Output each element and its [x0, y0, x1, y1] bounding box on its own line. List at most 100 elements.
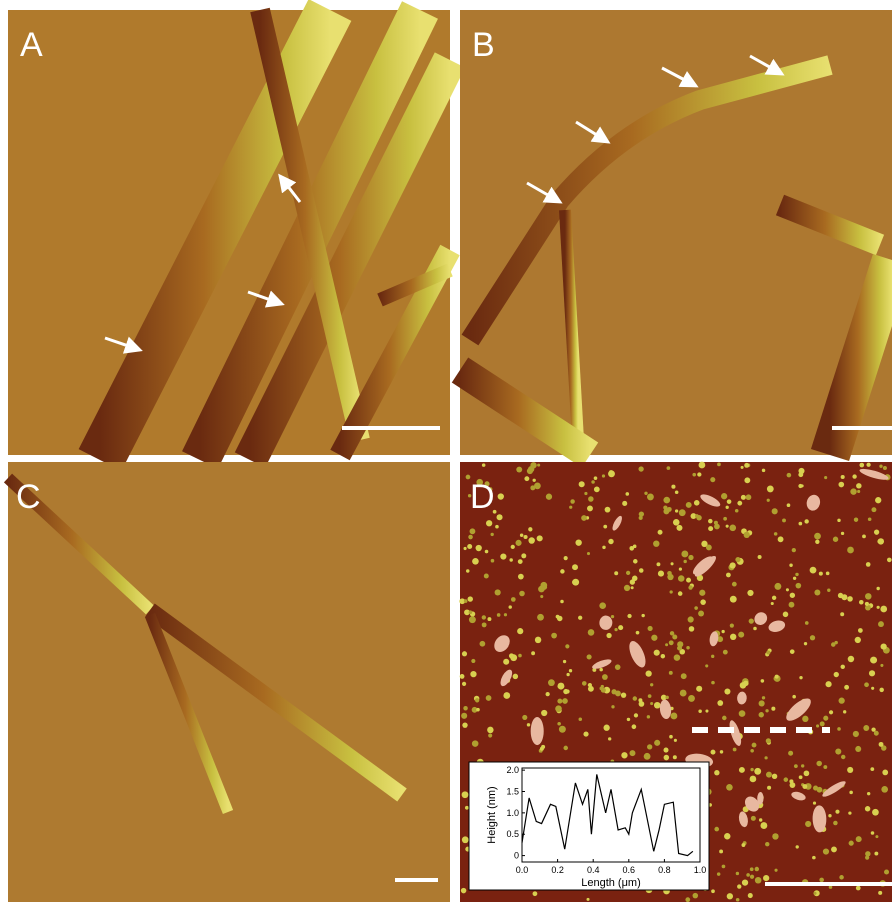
texture-dot [621, 692, 626, 697]
texture-dot [882, 770, 888, 776]
texture-dot [802, 784, 807, 789]
texture-dot [639, 568, 644, 573]
texture-dot [878, 891, 882, 895]
texture-dot [665, 696, 668, 699]
texture-dot [469, 616, 476, 623]
texture-dot [663, 748, 668, 753]
texture-dot [467, 544, 472, 549]
texture-dot [504, 613, 507, 616]
texture-dot [815, 540, 819, 544]
texture-dot [588, 683, 592, 687]
texture-dot [650, 702, 653, 705]
texture-dot [519, 591, 525, 597]
texture-dot [750, 749, 754, 753]
texture-dot [750, 867, 754, 871]
texture-dot [523, 535, 527, 539]
texture-dot [804, 770, 810, 776]
texture-dot [730, 562, 736, 568]
texture-dot [594, 486, 600, 492]
texture-dot [487, 617, 491, 621]
x-tick-label: 0.0 [516, 865, 529, 875]
texture-dot [603, 725, 609, 731]
page: {"panels": [{"label": "A"}, {"label": "B… [0, 0, 892, 902]
texture-dot [743, 681, 748, 686]
texture-dot [814, 533, 821, 540]
texture-dot [472, 558, 479, 565]
y-tick-label: 2.0 [506, 765, 519, 775]
texture-dot [497, 613, 501, 617]
texture-dot [868, 517, 872, 521]
texture-dot [632, 724, 637, 729]
texture-dot [584, 492, 587, 495]
texture-dot [588, 629, 595, 636]
texture-dot [633, 545, 637, 549]
texture-dot [515, 540, 521, 546]
texture-dot [631, 586, 634, 589]
texture-dot [732, 582, 737, 587]
texture-dot [572, 564, 578, 570]
texture-dot [669, 735, 673, 739]
texture-dot [767, 786, 771, 790]
texture-dot [717, 872, 720, 875]
texture-dot [521, 553, 526, 558]
texture-dot [692, 473, 696, 477]
texture-dot [565, 644, 569, 648]
texture-dot [722, 865, 726, 869]
texture-dot [799, 775, 803, 779]
texture-dot [753, 627, 757, 631]
texture-dot [726, 573, 731, 578]
texture-dot [805, 821, 811, 827]
texture-dot [762, 696, 765, 699]
texture-dot [746, 494, 752, 500]
texture-dot [675, 509, 678, 512]
texture-dot [786, 588, 789, 591]
texture-dot [724, 833, 730, 839]
texture-dot [482, 463, 486, 467]
texture-dot [737, 884, 741, 888]
texture-dot [835, 748, 841, 754]
texture-dot [638, 698, 642, 702]
texture-dot [795, 573, 798, 576]
texture-dot [486, 695, 492, 701]
texture-dot [876, 587, 879, 590]
texture-dot [675, 490, 679, 494]
texture-dot [744, 532, 750, 538]
texture-dot [790, 649, 795, 654]
texture-dot [859, 600, 864, 605]
texture-dot [487, 727, 493, 733]
texture-dot [727, 499, 732, 504]
texture-dot [681, 673, 687, 679]
texture-dot [622, 501, 627, 506]
texture-dot [698, 710, 701, 713]
texture-dot [771, 602, 774, 605]
texture-dot [796, 583, 802, 589]
texture-dot [849, 791, 853, 795]
texture-dot [864, 682, 869, 687]
texture-dot [624, 585, 630, 591]
texture-dot [461, 713, 467, 719]
texture-dot [853, 731, 859, 737]
texture-dot [677, 646, 682, 651]
texture-dot [471, 659, 475, 663]
texture-dot [627, 614, 631, 618]
texture-dot [629, 750, 635, 756]
texture-dot [841, 594, 847, 600]
texture-dot [661, 654, 666, 659]
texture-dot [654, 740, 660, 746]
texture-dot [879, 742, 884, 747]
texture-dot [758, 555, 762, 559]
x-tick-label: 1.0 [694, 865, 707, 875]
texture-dot [867, 792, 870, 795]
texture-dot [865, 806, 870, 811]
texture-dot [485, 550, 489, 554]
texture-dot [537, 535, 543, 541]
texture-dot [560, 600, 564, 604]
texture-dot [698, 611, 704, 617]
texture-dot [828, 814, 831, 817]
texture-dot [495, 525, 499, 529]
texture-dot [878, 621, 884, 627]
texture-dot [839, 875, 844, 880]
texture-dot [771, 707, 775, 711]
texture-dot [746, 873, 750, 877]
texture-dot [509, 605, 512, 608]
